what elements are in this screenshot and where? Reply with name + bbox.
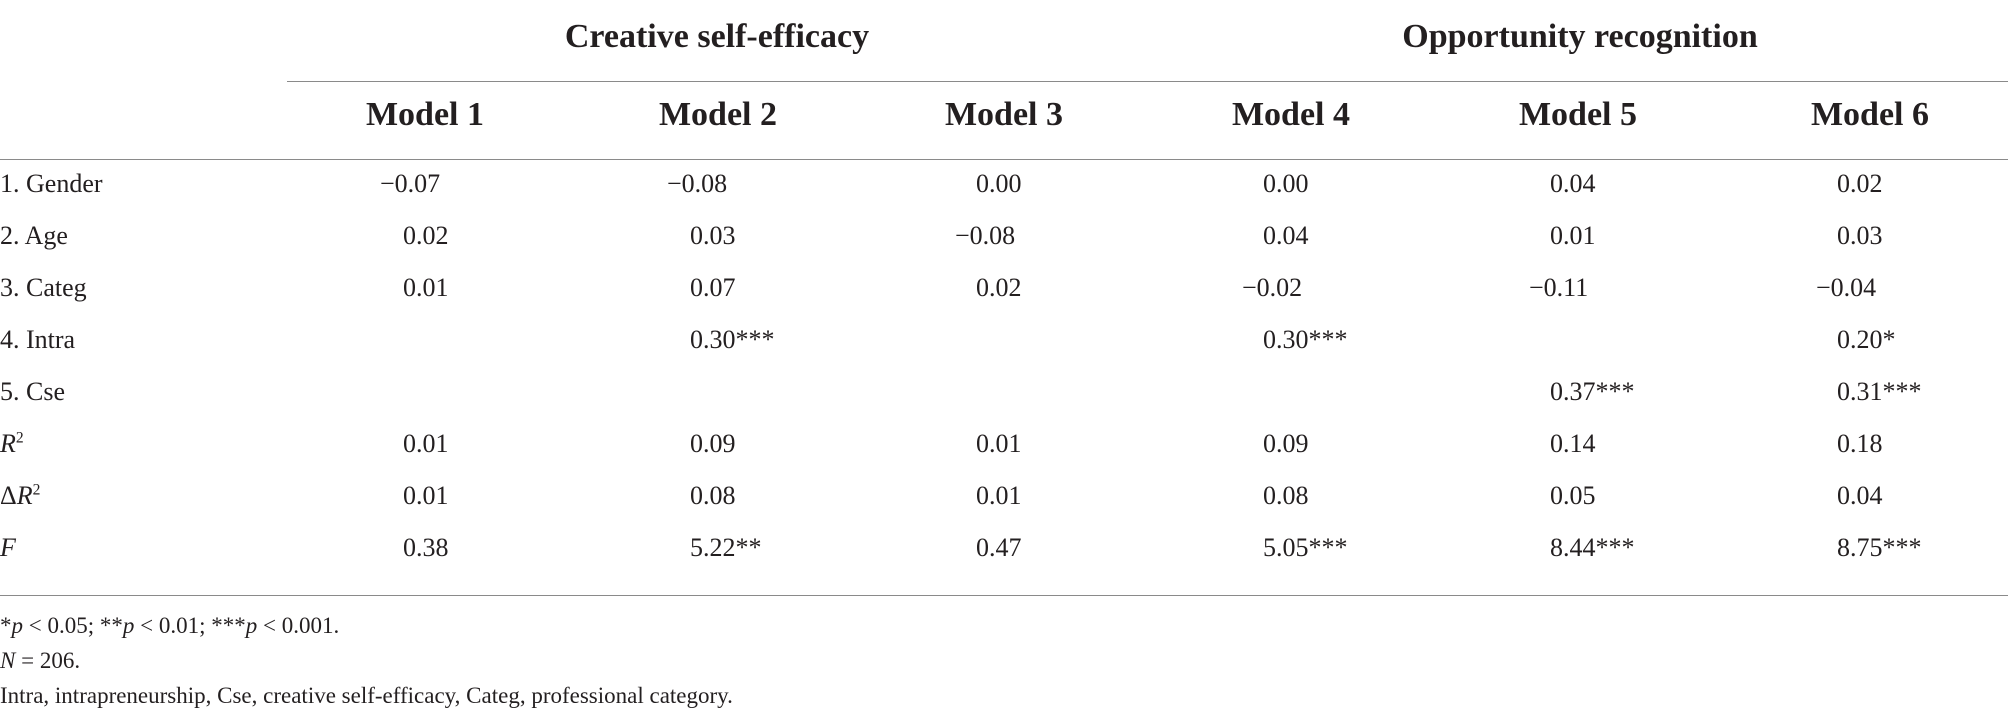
cell-categ-model-1: 0.01 — [403, 273, 449, 302]
cell-r-squared-model-1: 0.01 — [403, 429, 449, 458]
footnote-sig-p-3: p — [245, 613, 258, 638]
cell-gender-model-5: 0.04 — [1550, 169, 1596, 198]
row-label-cse: 5. Cse — [0, 377, 65, 406]
cell-delta-r-squared-model-2: 0.08 — [690, 481, 736, 510]
footnote-sig-mark-2: ** — [99, 613, 123, 638]
cell-age-model-6: 0.03 — [1837, 221, 1883, 250]
cell-age-model-2: 0.03 — [690, 221, 736, 250]
cell-delta-r-squared-model-6: 0.04 — [1837, 481, 1883, 510]
table-bottom-rule — [0, 595, 2008, 596]
row-label-categ: 3. Categ — [0, 273, 87, 302]
footnote-sample-size: N = 206. — [0, 648, 80, 674]
cell-f-statistic-model-6: 8.75*** — [1837, 533, 1922, 562]
row-label-r-squared: R2 — [0, 429, 24, 459]
header-bottom-rule — [0, 159, 2008, 160]
column-header-model-1: Model 1 — [365, 96, 485, 133]
cell-cse-model-6: 0.31*** — [1837, 377, 1922, 406]
cell-f-statistic-model-5: 8.44*** — [1550, 533, 1635, 562]
footnote-sig-mark-3: *** — [211, 613, 246, 638]
column-header-model-5: Model 5 — [1518, 96, 1638, 133]
footnote-sig-p-1: p — [11, 613, 24, 638]
cell-categ-model-4: −0.02 — [1242, 273, 1303, 302]
footnote-abbreviations: Intra, intrapreneurship, Cse, creative s… — [0, 683, 733, 708]
cell-r-squared-model-4: 0.09 — [1263, 429, 1309, 458]
row-label-r-squared-exponent: 2 — [15, 429, 24, 447]
cell-categ-model-6: −0.04 — [1816, 273, 1877, 302]
cell-f-statistic-model-3: 0.47 — [976, 533, 1022, 562]
cell-r-squared-model-2: 0.09 — [690, 429, 736, 458]
group-header-opportunity-recognition: Opportunity recognition — [1402, 18, 1758, 55]
footnote-sig-p-2: p — [122, 613, 135, 638]
cell-intra-model-4: 0.30*** — [1263, 325, 1348, 354]
cell-f-statistic-model-4: 5.05*** — [1263, 533, 1348, 562]
footnote-sample-n: N — [0, 648, 16, 673]
column-header-model-4: Model 4 — [1231, 96, 1351, 133]
cell-gender-model-4: 0.00 — [1263, 169, 1309, 198]
column-header-model-3: Model 3 — [944, 96, 1064, 133]
cell-categ-model-2: 0.07 — [690, 273, 736, 302]
row-label-delta-r-squared-exponent: 2 — [32, 481, 41, 499]
cell-categ-model-5: −0.11 — [1529, 273, 1589, 302]
cell-gender-model-3: 0.00 — [976, 169, 1022, 198]
footnote-sig-rest-3: < 0.001. — [257, 613, 340, 638]
group-header-creative-self-efficacy: Creative self-efficacy — [564, 18, 870, 55]
footnote-sample-rest: = 206. — [15, 648, 81, 673]
cell-age-model-1: 0.02 — [403, 221, 449, 250]
cell-gender-model-1: −0.07 — [380, 169, 441, 198]
footnote-sig-rest-2: < 0.01; — [134, 613, 212, 638]
row-label-age: 2. Age — [0, 221, 68, 250]
cell-f-statistic-model-1: 0.38 — [403, 533, 449, 562]
row-label-r-squared-symbol: R — [0, 429, 16, 458]
cell-categ-model-3: 0.02 — [976, 273, 1022, 302]
cell-age-model-3: −0.08 — [955, 221, 1016, 250]
footnote-significance: *p < 0.05; **p < 0.01; ***p < 0.001. — [0, 613, 339, 639]
cell-delta-r-squared-model-1: 0.01 — [403, 481, 449, 510]
cell-intra-model-2: 0.30*** — [690, 325, 775, 354]
group-underline-rule — [287, 81, 2008, 82]
cell-r-squared-model-5: 0.14 — [1550, 429, 1596, 458]
cell-age-model-5: 0.01 — [1550, 221, 1596, 250]
cell-intra-model-6: 0.20* — [1837, 325, 1896, 354]
cell-f-statistic-model-2: 5.22** — [690, 533, 762, 562]
row-label-delta-r-squared-prefix: Δ — [0, 481, 17, 510]
cell-delta-r-squared-model-3: 0.01 — [976, 481, 1022, 510]
cell-age-model-4: 0.04 — [1263, 221, 1309, 250]
column-header-model-6: Model 6 — [1810, 96, 1930, 133]
row-label-intra: 4. Intra — [0, 325, 76, 354]
cell-r-squared-model-3: 0.01 — [976, 429, 1022, 458]
cell-gender-model-2: −0.08 — [667, 169, 728, 198]
cell-cse-model-5: 0.37*** — [1550, 377, 1635, 406]
row-label-delta-r-squared: ΔR2 — [0, 481, 40, 511]
row-label-gender: 1. Gender — [0, 169, 103, 198]
footnote-sig-mark-1: * — [0, 613, 12, 638]
row-label-delta-r-squared-symbol: R — [16, 481, 33, 510]
cell-delta-r-squared-model-5: 0.05 — [1550, 481, 1596, 510]
footnote-sig-rest-1: < 0.05; — [23, 613, 100, 638]
cell-delta-r-squared-model-4: 0.08 — [1263, 481, 1309, 510]
column-header-model-2: Model 2 — [658, 96, 778, 133]
cell-gender-model-6: 0.02 — [1837, 169, 1883, 198]
row-label-f-statistic-symbol: F — [0, 533, 16, 562]
cell-r-squared-model-6: 0.18 — [1837, 429, 1883, 458]
row-label-f-statistic: F — [0, 533, 16, 563]
